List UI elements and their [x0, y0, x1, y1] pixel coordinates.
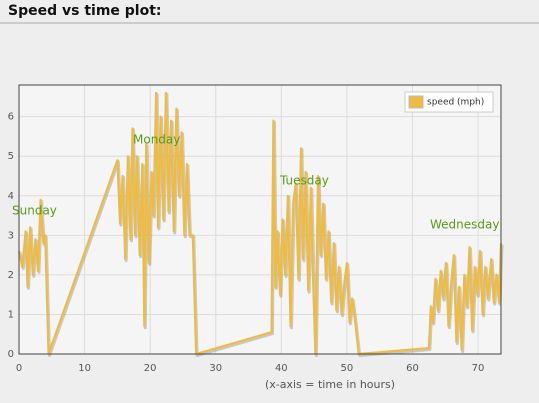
legend-box	[404, 91, 494, 113]
chart-title: Speed vs time plot:	[8, 3, 162, 19]
annotation: Sunday	[12, 204, 57, 218]
x-tick-label: 50	[341, 363, 354, 374]
annotation: Wednesday	[430, 218, 499, 232]
y-tick-label: 5	[8, 151, 14, 162]
x-tick-label: 0	[16, 363, 22, 374]
plot-frame	[18, 84, 502, 355]
y-tick-label: 1	[8, 309, 14, 320]
y-tick-label: 4	[8, 191, 14, 202]
y-tick-label: 0	[8, 349, 14, 360]
annotation: Tuesday	[279, 174, 329, 188]
y-tick-label: 2	[8, 270, 14, 281]
y-tick-label: 6	[8, 112, 14, 123]
x-tick-label: 30	[209, 363, 222, 374]
x-tick-label: 40	[275, 363, 288, 374]
series-line	[17, 91, 503, 356]
x-tick-label: 70	[472, 363, 485, 374]
annotation: Monday	[133, 133, 180, 147]
legend-label: speed (mph)	[427, 98, 484, 108]
legend-swatch	[408, 95, 424, 109]
x-tick-label: 20	[144, 363, 157, 374]
x-tick-label: 60	[406, 363, 419, 374]
x-axis-label: (x-axis = time in hours)	[265, 378, 395, 391]
legend: speed (mph)	[404, 91, 494, 113]
plot-area	[19, 85, 501, 354]
x-tick-label: 10	[78, 363, 91, 374]
y-tick-label: 3	[8, 230, 14, 241]
